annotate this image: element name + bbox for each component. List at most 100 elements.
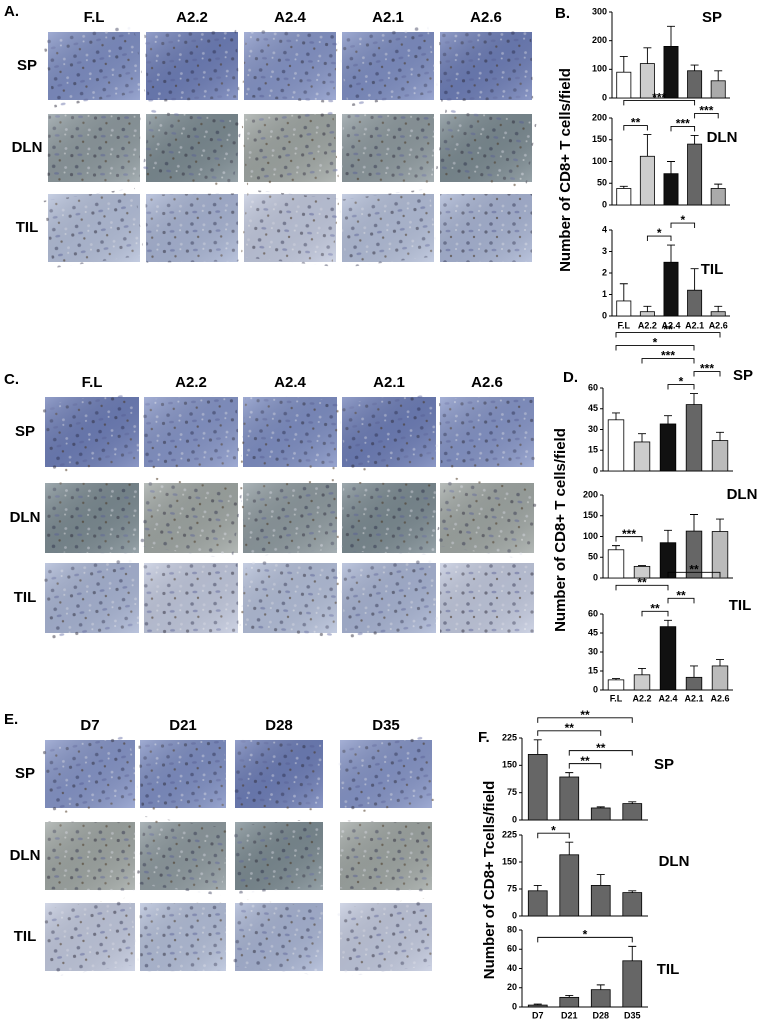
bar bbox=[633, 441, 651, 472]
y-tick-label: 30 bbox=[588, 424, 598, 434]
y-tick-label: 100 bbox=[592, 156, 607, 166]
micrograph-shade bbox=[48, 32, 140, 100]
y-tick-label: 0 bbox=[593, 684, 598, 694]
y-tick-label: 0 bbox=[602, 310, 607, 320]
micrograph-shade bbox=[342, 114, 434, 182]
micrograph-shade bbox=[244, 194, 336, 262]
column-label: D35 bbox=[372, 717, 400, 734]
y-tick-label: 80 bbox=[507, 924, 517, 934]
y-tick-label: 30 bbox=[588, 646, 598, 656]
error-bar bbox=[716, 431, 724, 441]
bar bbox=[590, 807, 611, 821]
y-tick-label: 45 bbox=[588, 627, 598, 637]
panel-label: E. bbox=[4, 711, 18, 728]
y-tick-label: 40 bbox=[507, 963, 517, 973]
y-tick-label: 0 bbox=[593, 572, 598, 582]
significance-label: * bbox=[657, 226, 662, 240]
micrograph-shade bbox=[440, 32, 532, 100]
micrograph-shade bbox=[342, 483, 436, 553]
x-tick-label: D28 bbox=[592, 1010, 609, 1020]
bar bbox=[607, 549, 625, 579]
micrograph-shade bbox=[440, 397, 534, 467]
bar bbox=[687, 289, 703, 317]
error-bar bbox=[690, 393, 698, 405]
bar bbox=[659, 423, 677, 472]
error-bar bbox=[612, 678, 620, 680]
micrograph-shade bbox=[140, 740, 226, 808]
significance-bracket bbox=[568, 750, 633, 756]
error-bar bbox=[533, 1003, 542, 1006]
panel-label: B. bbox=[555, 5, 570, 22]
error-bar bbox=[619, 55, 628, 73]
micrograph-shade bbox=[45, 397, 139, 467]
x-tick-label: A2.1 bbox=[685, 320, 704, 330]
bar bbox=[711, 531, 729, 579]
significance-bracket bbox=[615, 332, 721, 338]
error-bar bbox=[638, 565, 646, 567]
chart-title: SP bbox=[702, 9, 722, 26]
bar bbox=[616, 188, 632, 206]
micrograph-shade bbox=[340, 740, 432, 808]
y-tick-label: 15 bbox=[588, 445, 598, 455]
column-label: A2.6 bbox=[471, 374, 503, 391]
error-bar bbox=[628, 890, 637, 893]
error-bar bbox=[596, 874, 605, 886]
panel-label: F. bbox=[478, 729, 490, 746]
error-bar bbox=[690, 268, 699, 291]
x-tick-label: A2.6 bbox=[710, 693, 729, 703]
micrograph-shade bbox=[342, 32, 434, 100]
significance-label: *** bbox=[652, 91, 666, 105]
micrograph-shade bbox=[45, 483, 139, 553]
micrograph-shade bbox=[440, 483, 534, 553]
bar bbox=[663, 173, 679, 206]
significance-bracket bbox=[615, 584, 669, 591]
error-bar bbox=[714, 183, 723, 189]
significance-label: ** bbox=[650, 602, 660, 616]
micrograph-shade bbox=[340, 903, 432, 971]
micrograph-shade bbox=[235, 903, 323, 971]
significance-bracket bbox=[667, 571, 721, 578]
y-tick-label: 0 bbox=[593, 465, 598, 475]
significance-bracket bbox=[641, 358, 695, 364]
column-label: D7 bbox=[80, 717, 99, 734]
micrograph-shade bbox=[243, 397, 337, 467]
y-tick-label: 75 bbox=[507, 787, 517, 797]
bar bbox=[711, 440, 729, 472]
bar bbox=[527, 1004, 548, 1008]
significance-bracket bbox=[537, 730, 602, 736]
y-tick-label: 60 bbox=[588, 382, 598, 392]
x-tick-label: A2.1 bbox=[684, 693, 703, 703]
chart-title: TIL bbox=[729, 597, 752, 614]
column-label: F.L bbox=[84, 9, 105, 26]
significance-bracket bbox=[615, 536, 643, 542]
significance-bracket bbox=[623, 99, 696, 106]
micrograph-shade bbox=[440, 194, 532, 262]
micrograph-shade bbox=[244, 32, 336, 100]
micrograph-shade bbox=[48, 114, 140, 182]
bar bbox=[616, 71, 632, 99]
error-bar bbox=[619, 283, 628, 301]
significance-label: * bbox=[583, 928, 588, 942]
panel-label: D. bbox=[563, 369, 578, 386]
y-tick-label: 50 bbox=[588, 552, 598, 562]
micrograph-shade bbox=[342, 563, 436, 633]
chart-title: TIL bbox=[701, 261, 724, 278]
significance-bracket bbox=[670, 222, 696, 229]
x-tick-label: A2.4 bbox=[658, 693, 677, 703]
bar bbox=[527, 890, 548, 917]
x-tick-label: A2.4 bbox=[661, 320, 680, 330]
micrograph-shade bbox=[144, 483, 238, 553]
y-tick-label: 200 bbox=[583, 489, 598, 499]
error-bar bbox=[533, 884, 542, 891]
error-bar bbox=[716, 518, 724, 532]
significance-label: ** bbox=[565, 721, 575, 735]
bar bbox=[622, 803, 643, 821]
row-label: TIL bbox=[16, 219, 39, 236]
x-tick-label: A2.2 bbox=[638, 320, 657, 330]
y-tick-label: 45 bbox=[588, 403, 598, 413]
bar bbox=[559, 854, 580, 917]
error-bar bbox=[667, 244, 675, 263]
significance-label: *** bbox=[622, 527, 636, 541]
micrograph-shade bbox=[48, 194, 140, 262]
y-tick-label: 100 bbox=[583, 531, 598, 541]
